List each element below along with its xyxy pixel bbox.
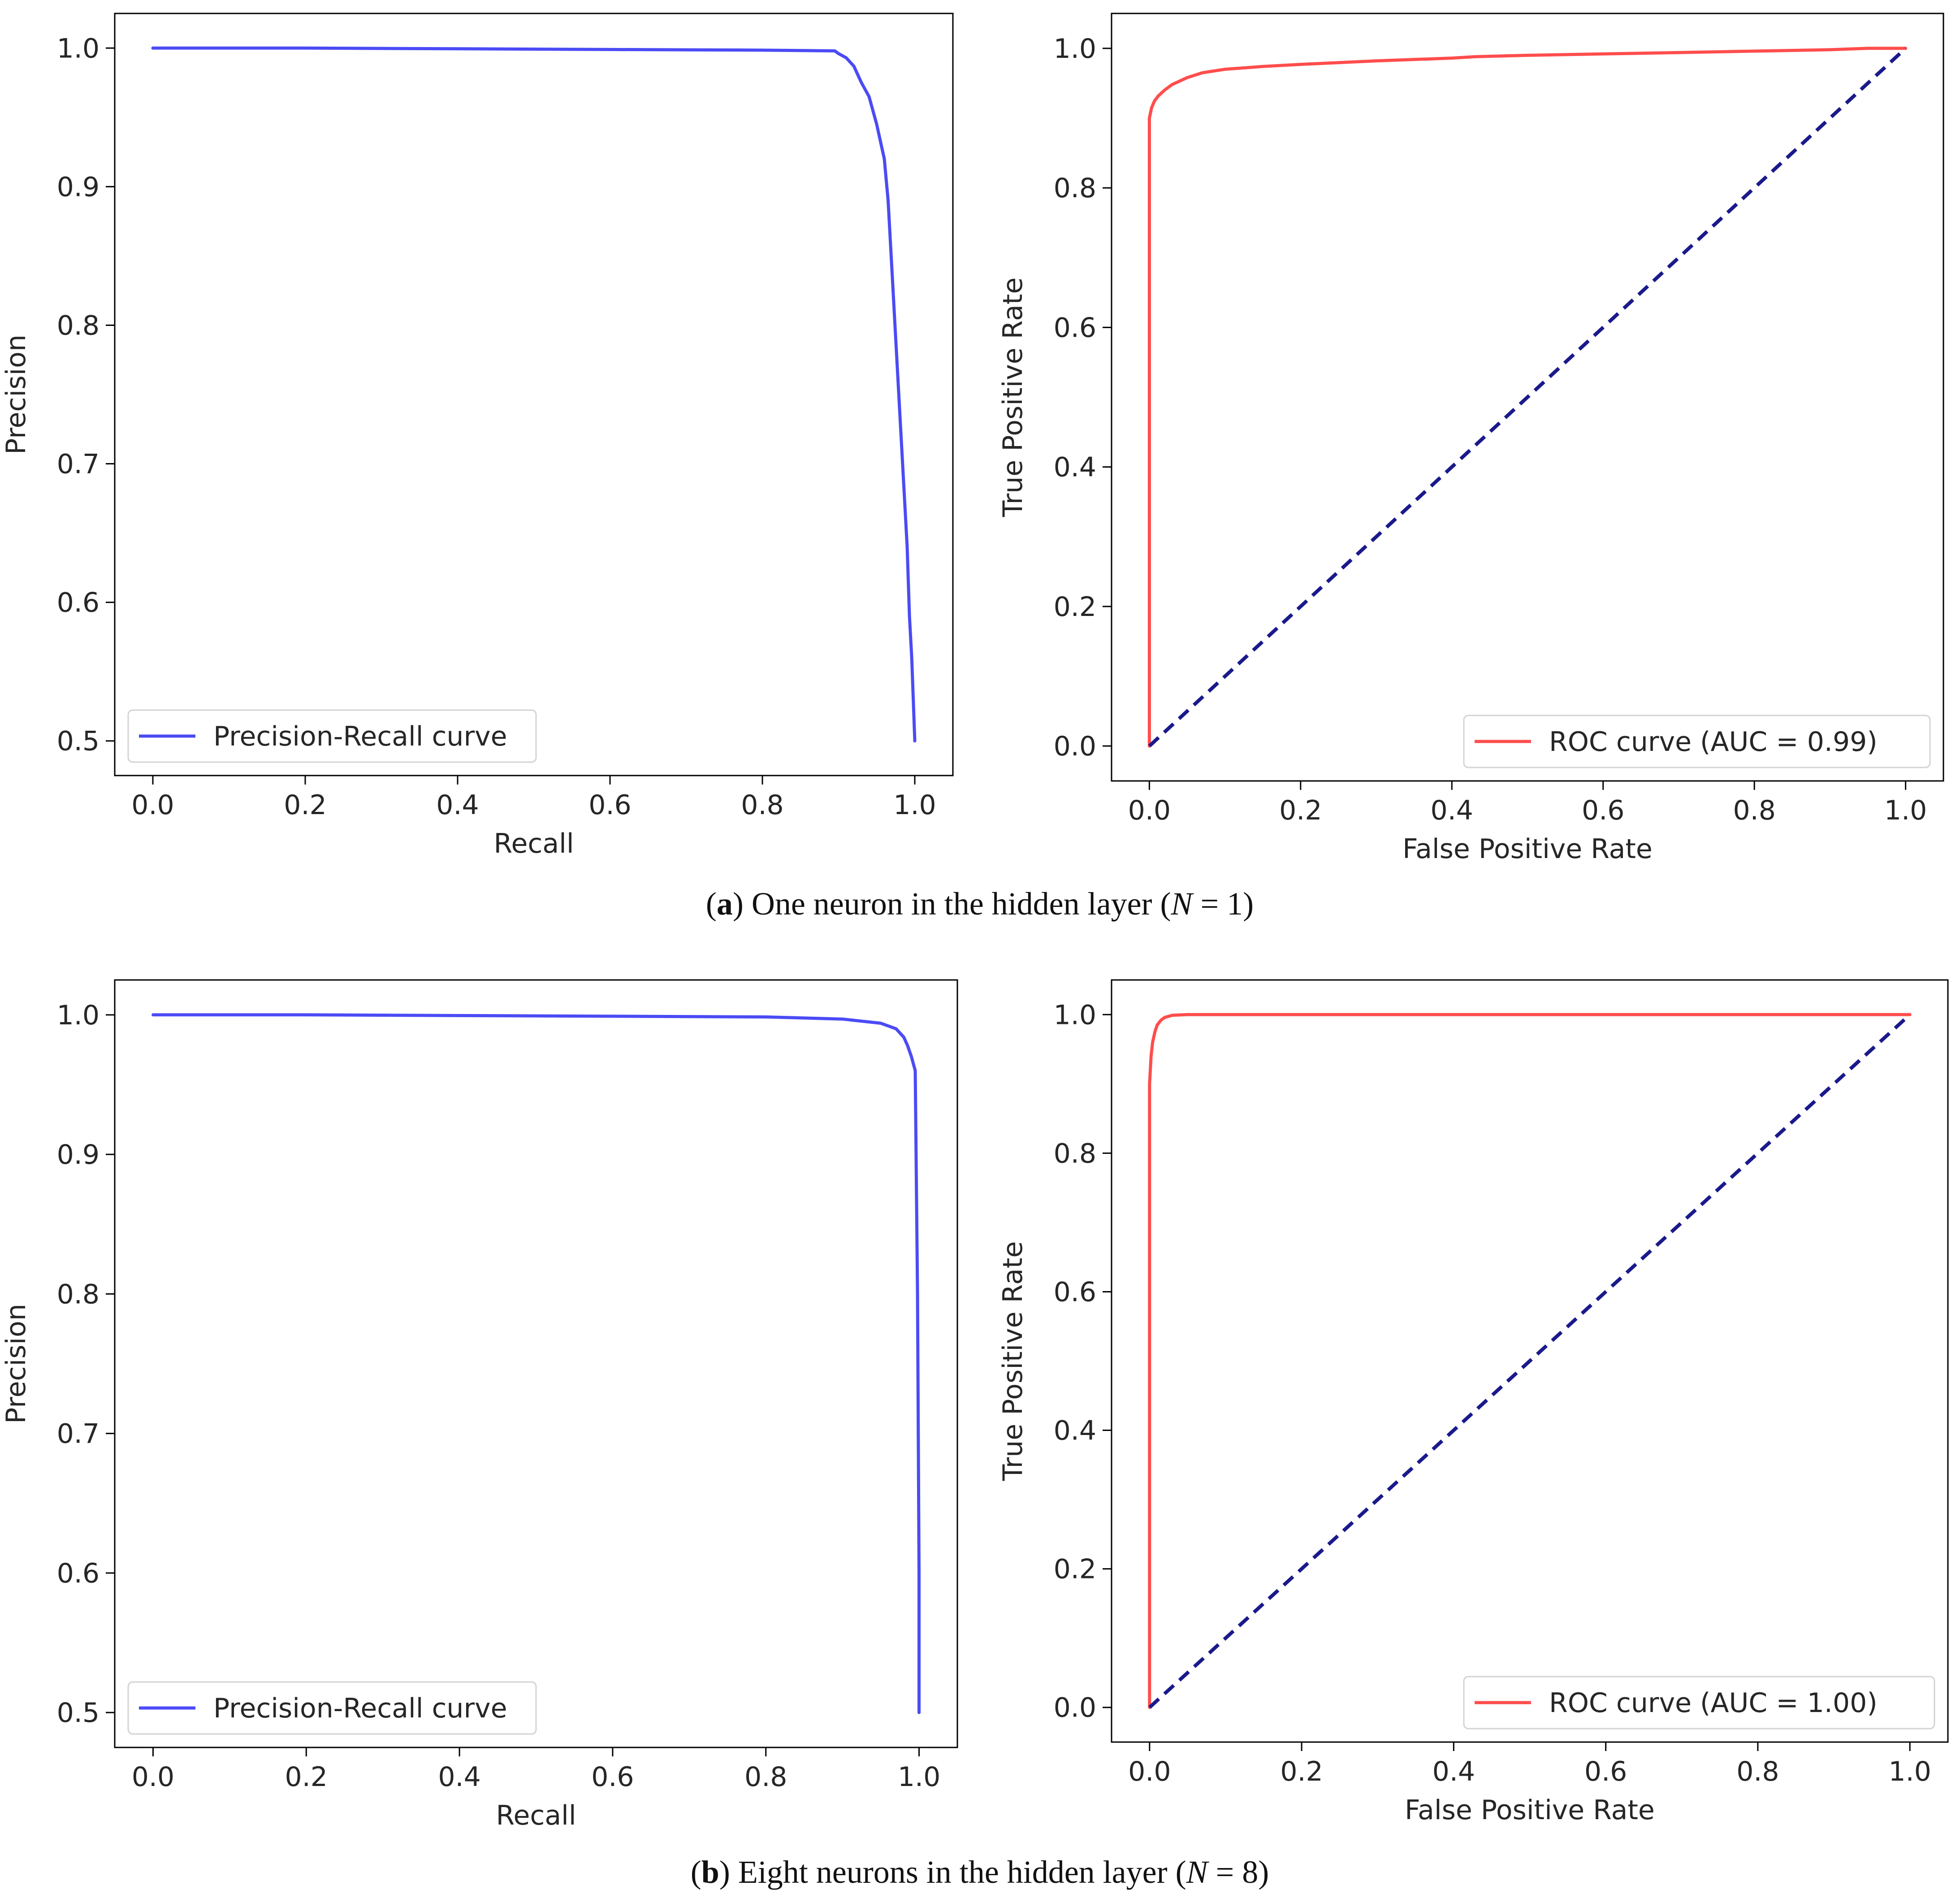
y-tick-label: 0.6	[57, 1558, 100, 1589]
x-tick-label: 0.6	[588, 789, 631, 821]
panel-a-roc-chart: 0.0 0.2 0.4 0.6 0.8 1.0 0.0 0.2 0.4 0.6 0.8 1.0 Fals…	[997, 13, 1944, 865]
y-tick-label: 1.0	[57, 1000, 100, 1031]
x-tick-label: 1.0	[1888, 1756, 1931, 1787]
y-axis-label: True Positive Rate	[997, 1241, 1029, 1481]
x-axis-label: Recall	[493, 828, 574, 859]
axes-frame	[114, 979, 958, 1748]
x-tick-label: 0.2	[1279, 795, 1322, 826]
x-axis-label: False Positive Rate	[1405, 1795, 1655, 1826]
y-tick-label: 0.9	[57, 1139, 100, 1170]
y-tick-label: 0.7	[57, 449, 100, 480]
y-tick-label: 0.5	[57, 726, 100, 757]
y-tick-label: 0.2	[1054, 591, 1096, 623]
x-tick-label: 0.0	[1128, 795, 1171, 826]
y-tick-label: 0.5	[57, 1697, 100, 1729]
axes-frame	[1111, 13, 1944, 782]
y-axis-label: True Positive Rate	[997, 277, 1029, 517]
x-tick-label: 0.0	[131, 789, 174, 821]
x-axis-label: False Positive Rate	[1402, 833, 1653, 865]
axes-frame	[114, 13, 954, 776]
legend-label: Precision-Recall curve	[213, 721, 507, 752]
x-axis-label: Recall	[496, 1800, 576, 1831]
legend-box	[127, 709, 537, 763]
y-tick-label: 0.6	[1054, 312, 1096, 343]
x-tick-label: 0.8	[744, 1761, 787, 1793]
y-tick-label: 0.2	[1054, 1554, 1096, 1585]
x-tick-label: 1.0	[898, 1761, 940, 1793]
x-tick-label: 0.8	[741, 789, 783, 821]
panel-a-precision-recall-chart: 0.0 0.2 0.4 0.6 0.8 1.0 0.5 0.6 0.7 0.8 0.9 1.0 Reca…	[0, 13, 954, 859]
y-axis-label: Precision	[0, 334, 32, 455]
legend: Precision-Recall curve	[127, 1681, 537, 1735]
y-tick-label: 0.8	[57, 310, 100, 341]
caption-b: (b) Eight neurons in the hidden layer (N…	[691, 1854, 1269, 1890]
panel-b-precision-recall-chart: 0.0 0.2 0.4 0.6 0.8 1.0 0.5 0.6 0.7 0.8 0.9 1.0 Reca…	[0, 979, 958, 1831]
x-tick-label: 0.0	[1128, 1756, 1171, 1787]
legend-box	[127, 1681, 537, 1735]
series-line	[151, 1013, 921, 1714]
x-tick-label: 0.4	[1431, 795, 1473, 826]
y-tick-label: 0.4	[1054, 1415, 1096, 1447]
x-tick-label: 0.0	[132, 1761, 174, 1793]
x-tick-label: 0.6	[1582, 795, 1624, 826]
y-tick-label: 0.8	[57, 1279, 100, 1310]
y-tick-label: 0.4	[1054, 452, 1096, 483]
series-line	[1147, 47, 1908, 748]
x-tick-label: 0.8	[1733, 795, 1775, 826]
y-tick-label: 1.0	[57, 33, 100, 64]
x-tick-label: 0.6	[591, 1761, 634, 1793]
x-tick-label: 0.4	[436, 789, 479, 821]
y-axis-label: Precision	[0, 1304, 32, 1424]
y-tick-label: 0.6	[1054, 1276, 1096, 1308]
x-tick-label: 0.8	[1736, 1756, 1779, 1787]
y-tick-label: 0.0	[1054, 731, 1096, 762]
legend-label: ROC curve (AUC = 1.00)	[1549, 1687, 1878, 1719]
legend-box	[1463, 1676, 1935, 1730]
legend-label: ROC curve (AUC = 0.99)	[1549, 726, 1878, 758]
y-tick-label: 0.8	[1054, 173, 1096, 204]
x-tick-label: 0.4	[1432, 1756, 1475, 1787]
legend: Precision-Recall curve	[127, 709, 537, 763]
legend-box	[1463, 715, 1931, 768]
series-line	[151, 46, 917, 743]
panel-b-roc-chart: 0.0 0.2 0.4 0.6 0.8 1.0 0.0 0.2 0.4 0.6 0.8 1.0 Fals…	[997, 979, 1949, 1826]
y-tick-label: 0.7	[57, 1418, 100, 1450]
x-tick-label: 1.0	[1884, 795, 1927, 826]
y-tick-label: 0.0	[1054, 1692, 1096, 1724]
y-tick-label: 0.8	[1054, 1138, 1096, 1169]
y-tick-label: 1.0	[1054, 999, 1096, 1031]
x-tick-label: 0.2	[1280, 1756, 1323, 1787]
legend-label: Precision-Recall curve	[213, 1693, 507, 1724]
x-tick-label: 0.4	[438, 1761, 480, 1793]
chance-diagonal-line	[1148, 47, 1907, 748]
series-line	[1148, 1013, 1912, 1709]
y-tick-label: 0.6	[57, 587, 100, 619]
y-tick-label: 1.0	[1054, 33, 1096, 65]
x-tick-label: 0.2	[284, 789, 326, 821]
caption-a: (a) One neuron in the hidden layer (N = …	[706, 886, 1254, 922]
legend: ROC curve (AUC = 0.99)	[1463, 715, 1931, 768]
x-tick-label: 0.2	[285, 1761, 328, 1793]
y-tick-label: 0.9	[57, 171, 100, 203]
x-tick-label: 0.6	[1584, 1756, 1627, 1787]
legend: ROC curve (AUC = 1.00)	[1463, 1676, 1935, 1730]
x-tick-label: 1.0	[893, 789, 936, 821]
chance-diagonal-line	[1148, 1013, 1911, 1709]
axes-frame	[1111, 979, 1949, 1743]
